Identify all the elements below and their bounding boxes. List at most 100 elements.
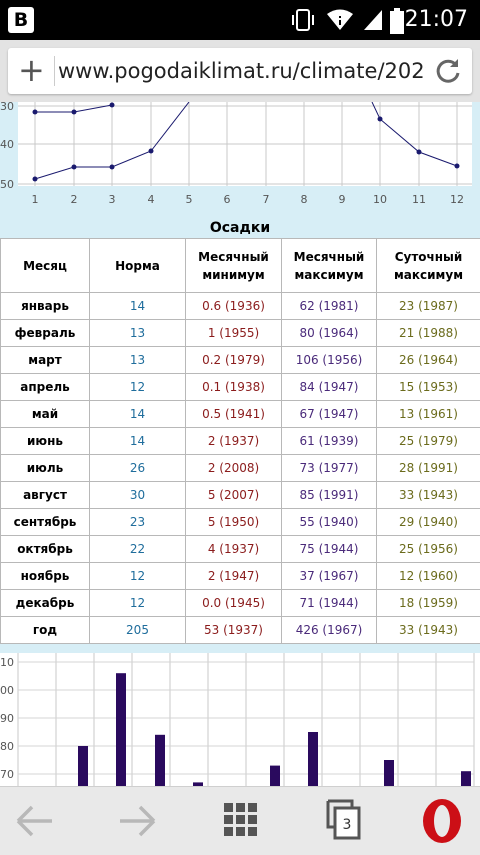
cell-daily: 13 (1961) bbox=[377, 401, 480, 428]
signal-icon bbox=[362, 8, 384, 32]
cell-max: 37 (1967) bbox=[282, 563, 377, 590]
tab-count: 3 bbox=[343, 817, 352, 833]
data-point bbox=[149, 149, 154, 154]
cell-month: апрель bbox=[1, 374, 90, 401]
opera-menu-icon[interactable] bbox=[418, 787, 466, 855]
cell-min: 5 (1950) bbox=[186, 509, 282, 536]
cell-min: 4 (1937) bbox=[186, 536, 282, 563]
cell-daily: 25 (1956) bbox=[377, 536, 480, 563]
forward-arrow-icon[interactable] bbox=[112, 787, 162, 855]
cell-min: 0.2 (1979) bbox=[186, 347, 282, 374]
y-tick-label: 90 bbox=[0, 712, 14, 725]
x-tick-label: 2 bbox=[71, 193, 78, 206]
cell-min: 5 (2007) bbox=[186, 482, 282, 509]
y-tick-label: 80 bbox=[0, 740, 14, 753]
cell-month: июнь bbox=[1, 428, 90, 455]
data-point bbox=[455, 164, 460, 169]
cell-max: 426 (1967) bbox=[282, 617, 377, 644]
cell-min: 1 (1955) bbox=[186, 320, 282, 347]
cell-daily: 33 (1943) bbox=[377, 617, 480, 644]
app-notification-icon: B bbox=[8, 7, 34, 33]
url-text[interactable]: www.pogodaiklimat.ru/climate/20292.h bbox=[58, 59, 426, 83]
cell-norm: 13 bbox=[90, 320, 186, 347]
browser-bottom-nav: 3 bbox=[0, 786, 480, 855]
header-monthly-min: Месячный минимум bbox=[186, 239, 282, 293]
cell-norm: 14 bbox=[90, 293, 186, 320]
x-tick-label: 4 bbox=[148, 193, 155, 206]
data-point bbox=[378, 117, 383, 122]
y-tick-label: -50 bbox=[0, 178, 14, 191]
cell-norm: 13 bbox=[90, 347, 186, 374]
tabs-icon[interactable]: 3 bbox=[322, 787, 370, 855]
x-tick-label: 8 bbox=[301, 193, 308, 206]
cell-month: ноябрь bbox=[1, 563, 90, 590]
data-point bbox=[110, 103, 115, 108]
cell-daily: 15 (1953) bbox=[377, 374, 480, 401]
cell-norm: 26 bbox=[90, 455, 186, 482]
back-arrow-icon[interactable] bbox=[10, 787, 60, 855]
y-tick-label: -40 bbox=[0, 138, 14, 151]
new-tab-button[interactable]: + bbox=[18, 54, 45, 86]
x-tick-label: 10 bbox=[373, 193, 387, 206]
cell-min: 53 (1937) bbox=[186, 617, 282, 644]
cell-month: июль bbox=[1, 455, 90, 482]
cell-max: 84 (1947) bbox=[282, 374, 377, 401]
cell-daily: 28 (1991) bbox=[377, 455, 480, 482]
address-bar[interactable]: + www.pogodaiklimat.ru/climate/20292.h bbox=[8, 48, 472, 94]
cell-max: 75 (1944) bbox=[282, 536, 377, 563]
speed-dial-grid-icon[interactable] bbox=[216, 787, 264, 855]
data-point bbox=[72, 110, 77, 115]
cell-max: 85 (1991) bbox=[282, 482, 377, 509]
cell-max: 80 (1964) bbox=[282, 320, 377, 347]
precipitation-bar bbox=[155, 735, 165, 786]
reload-icon[interactable] bbox=[434, 57, 462, 85]
precipitation-bar-chart: 110100908070 bbox=[0, 653, 480, 786]
x-tick-label: 5 bbox=[186, 193, 193, 206]
cell-max: 106 (1956) bbox=[282, 347, 377, 374]
cell-month: август bbox=[1, 482, 90, 509]
cell-min: 2 (2008) bbox=[186, 455, 282, 482]
cell-month: октябрь bbox=[1, 536, 90, 563]
precipitation-bar bbox=[461, 771, 471, 786]
cell-month: февраль bbox=[1, 320, 90, 347]
header-monthly-max: Месячный максимум bbox=[282, 239, 377, 293]
header-month: Месяц bbox=[1, 239, 90, 293]
cell-max: 73 (1977) bbox=[282, 455, 377, 482]
table-header-row: Месяц Норма Месячный минимум Месячный ма… bbox=[1, 239, 480, 293]
cell-norm: 12 bbox=[90, 374, 186, 401]
x-tick-label: 6 bbox=[224, 193, 231, 206]
cell-daily: 23 (1987) bbox=[377, 293, 480, 320]
cell-month: март bbox=[1, 347, 90, 374]
cell-max: 71 (1944) bbox=[282, 590, 377, 617]
x-tick-label: 11 bbox=[412, 193, 426, 206]
cell-month: год bbox=[1, 617, 90, 644]
wifi-icon bbox=[326, 8, 354, 32]
precipitation-bar bbox=[78, 746, 88, 786]
cell-norm: 12 bbox=[90, 590, 186, 617]
header-norm: Норма bbox=[90, 239, 186, 293]
cell-min: 2 (1937) bbox=[186, 428, 282, 455]
section-title: Осадки bbox=[0, 220, 480, 236]
cell-max: 61 (1939) bbox=[282, 428, 377, 455]
status-bar: B 21:07 bbox=[0, 0, 480, 40]
y-tick-label: 110 bbox=[0, 656, 14, 669]
cell-max: 67 (1947) bbox=[282, 401, 377, 428]
cell-norm: 205 bbox=[90, 617, 186, 644]
cell-min: 2 (1947) bbox=[186, 563, 282, 590]
cell-month: декабрь bbox=[1, 590, 90, 617]
cell-max: 62 (1981) bbox=[282, 293, 377, 320]
x-tick-label: 3 bbox=[109, 193, 116, 206]
precipitation-bar bbox=[270, 766, 280, 786]
data-point bbox=[417, 150, 422, 155]
data-point bbox=[33, 177, 38, 182]
